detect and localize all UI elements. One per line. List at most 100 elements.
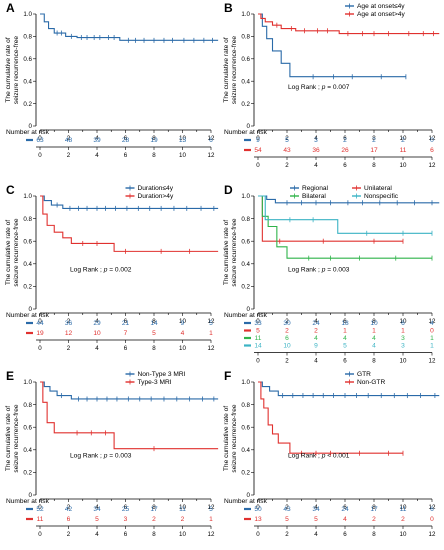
x-tick-label: 8 — [152, 504, 156, 511]
risk-count: 4 — [343, 516, 347, 523]
risk-count: 2 — [372, 516, 376, 523]
risk-count: 11 — [400, 506, 407, 513]
y-axis-label: The cumulative rate ofseizure recurrence… — [223, 36, 238, 104]
km-series-1 — [258, 13, 407, 80]
risk-count: 0 — [430, 328, 434, 335]
risk-x-tick-label: 6 — [124, 531, 128, 538]
risk-x-tick-label: 0 — [38, 152, 42, 159]
risk-count: 9 — [314, 343, 318, 350]
legend-entry: Duration≤4y — [125, 185, 174, 192]
risk-count: 19 — [36, 330, 44, 337]
risk-x-tick-label: 2 — [285, 531, 289, 538]
legend-label: GTR — [357, 371, 371, 378]
risk-table-title: Number at risk — [6, 129, 50, 136]
risk-table-title: Number at risk — [6, 312, 50, 319]
risk-count: 11 — [37, 516, 44, 523]
risk-count: 4 — [430, 320, 434, 327]
risk-count: 39 — [93, 137, 101, 144]
x-tick-label: 6 — [343, 318, 347, 325]
risk-table-title: Number at risk — [224, 312, 268, 319]
y-tick-label: 0.2 — [241, 470, 250, 477]
x-tick-label: 10 — [179, 135, 186, 142]
risk-count: 5 — [256, 328, 260, 335]
risk-count: 44 — [36, 320, 44, 327]
risk-count: 50 — [254, 506, 262, 513]
x-tick-label: 12 — [208, 318, 215, 325]
x-tick-label: 10 — [400, 504, 407, 511]
risk-x-tick-label: 12 — [208, 531, 215, 538]
x-tick-label: 4 — [314, 135, 318, 142]
risk-count: 3 — [401, 343, 405, 350]
risk-count: 42 — [65, 506, 73, 513]
km-series-2 — [258, 13, 440, 37]
km-series-1 — [40, 195, 219, 211]
x-tick-label: 0 — [256, 318, 260, 325]
y-tick-label: 0.2 — [241, 101, 250, 108]
risk-count: 21 — [122, 320, 130, 327]
risk-count: 30 — [283, 320, 291, 327]
risk-x-tick-label: 10 — [179, 152, 186, 159]
x-tick-label: 0 — [38, 504, 42, 511]
risk-x-tick-label: 12 — [429, 531, 436, 538]
risk-x-tick-label: 2 — [67, 345, 71, 352]
risk-count: 3 — [314, 137, 318, 144]
risk-count: 4 — [343, 335, 347, 342]
legend-entry: Age at onset≤4y — [345, 3, 405, 10]
legend-entry: Non-Type 3 MRI — [125, 371, 186, 378]
x-tick-label: 2 — [67, 318, 71, 325]
risk-count: 1 — [209, 330, 213, 337]
risk-count: 6 — [401, 320, 405, 327]
risk-count: 25 — [122, 506, 130, 513]
legend-entry: Duration>4y — [125, 193, 174, 200]
risk-count: 5 — [314, 516, 318, 523]
risk-x-tick-label: 8 — [152, 531, 156, 538]
legend-label: Duration≤4y — [138, 185, 174, 192]
risk-count: 11 — [400, 147, 407, 154]
risk-count: 6 — [209, 137, 213, 144]
x-tick-label: 2 — [67, 135, 71, 142]
legend-label: Age at onset>4y — [357, 11, 406, 18]
y-tick-label: 0.4 — [241, 261, 250, 268]
legend-entry: Regional — [290, 185, 329, 192]
log-rank-annotation: Log Rank ; p = 0.002 — [70, 267, 132, 274]
risk-count: 34 — [312, 506, 320, 513]
y-tick-label: 0.6 — [23, 424, 32, 431]
risk-count: 17 — [370, 506, 378, 513]
risk-x-tick-label: 8 — [372, 358, 376, 365]
risk-x-tick-label: 6 — [124, 152, 128, 159]
risk-count: 11 — [255, 335, 262, 342]
x-tick-label: 8 — [372, 135, 376, 142]
legend-label: Age at onset≤4y — [357, 3, 405, 10]
y-tick-label: 0.8 — [23, 402, 32, 409]
risk-count: 1 — [343, 328, 347, 335]
y-tick-label: 0.2 — [241, 284, 250, 291]
risk-count: 6 — [430, 506, 434, 513]
legend-entry: GTR — [345, 371, 371, 378]
legend-label: Non-GTR — [357, 379, 385, 386]
log-rank-annotation: Log Rank ; p = 0.003 — [70, 453, 132, 460]
risk-count: 34 — [93, 506, 101, 513]
legend-label: Regional — [302, 185, 329, 192]
legend-entry: Unilateral — [352, 185, 392, 192]
y-tick-label: 0.4 — [23, 447, 32, 454]
x-tick-label: 0 — [256, 504, 260, 511]
panel-letter: E — [6, 369, 14, 383]
legend-entry: Non-GTR — [345, 379, 385, 386]
x-tick-label: 12 — [208, 135, 215, 142]
risk-count: 43 — [283, 147, 291, 154]
risk-count: 17 — [150, 506, 158, 513]
risk-count: 0 — [430, 137, 434, 144]
y-tick-label: 0 — [29, 306, 33, 313]
risk-count: 9 — [256, 137, 260, 144]
risk-count: 52 — [36, 506, 44, 513]
risk-count: 13 — [254, 516, 262, 523]
risk-x-tick-label: 0 — [38, 345, 42, 352]
panel-letter: A — [6, 1, 15, 15]
y-axis-label: The cumulative rate ofseizure recurrence… — [5, 36, 20, 104]
risk-count: 11 — [179, 506, 186, 513]
legend-entry: Type-3 MRI — [125, 379, 172, 386]
km-series-1 — [258, 381, 440, 399]
x-tick-label: 8 — [152, 318, 156, 325]
legend-label: Unilateral — [364, 185, 392, 192]
x-tick-label: 6 — [124, 318, 128, 325]
